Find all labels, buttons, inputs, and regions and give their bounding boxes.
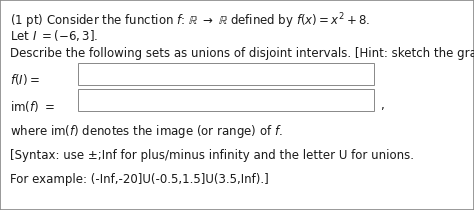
Text: im$(f)$ $=$: im$(f)$ $=$ bbox=[10, 99, 55, 114]
FancyBboxPatch shape bbox=[78, 63, 374, 85]
Text: Describe the following sets as unions of disjoint intervals. [Hint: sketch the g: Describe the following sets as unions of… bbox=[10, 47, 474, 60]
Text: (1 pt) Consider the function $\it{f}$: $\mathbb{R}$ $\rightarrow$ $\mathbb{R}$ d: (1 pt) Consider the function $\it{f}$: $… bbox=[10, 12, 371, 31]
Text: where im$(f)$ denotes the image (or range) of $\it{f}$.: where im$(f)$ denotes the image (or rang… bbox=[10, 123, 283, 140]
Text: ,: , bbox=[380, 99, 384, 112]
FancyBboxPatch shape bbox=[78, 89, 374, 111]
Text: Let $\it{I}$ $= (-6, 3].$: Let $\it{I}$ $= (-6, 3].$ bbox=[10, 28, 99, 43]
Text: $\it{f}$$(I) =$: $\it{f}$$(I) =$ bbox=[10, 72, 40, 87]
Text: [Syntax: use ±;Inf for plus/minus infinity and the letter U for unions.: [Syntax: use ±;Inf for plus/minus infini… bbox=[10, 149, 414, 162]
Text: For example: (-Inf,-20]U(-0.5,1.5]U(3.5,Inf).]: For example: (-Inf,-20]U(-0.5,1.5]U(3.5,… bbox=[10, 173, 269, 186]
